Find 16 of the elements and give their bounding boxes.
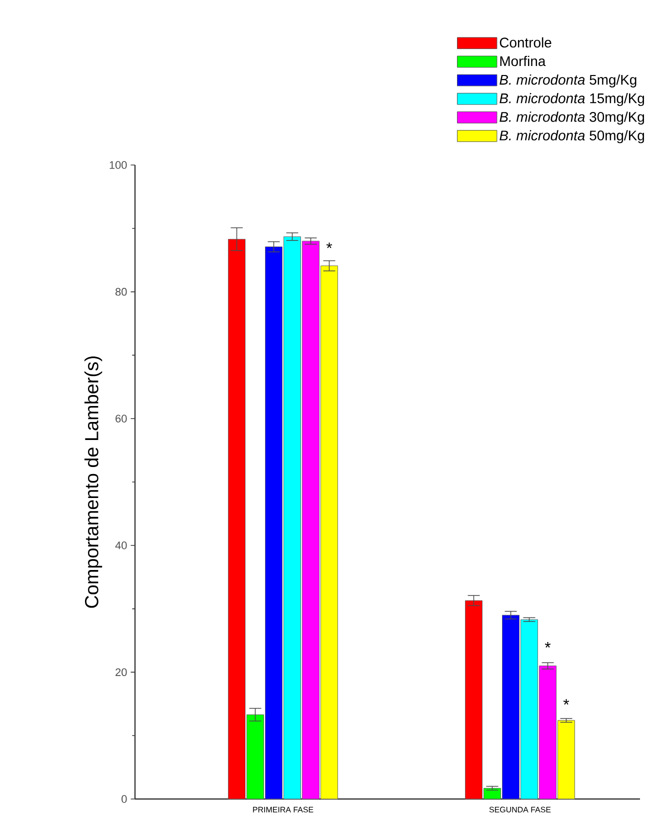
- y-tick-label: 100: [110, 161, 127, 169]
- legend-label: B. microdonta 15mg/Kg: [500, 93, 644, 106]
- y-tick-label: 40: [115, 542, 127, 550]
- legend-label: Morfina: [500, 56, 546, 66]
- legend-label: B. microdonta 30mg/Kg: [500, 112, 644, 125]
- y-axis-title: Comportamento de Lamber(s): [84, 356, 102, 608]
- y-tick-label: 20: [116, 668, 127, 676]
- annotation: *: [544, 642, 551, 648]
- annotation: *: [563, 699, 570, 705]
- annotation: *: [326, 242, 332, 248]
- legend-label: Controle: [500, 37, 552, 48]
- legend-label: B. microdonta 5mg/Kg: [500, 74, 636, 88]
- y-tick-label: 80: [116, 288, 127, 296]
- y-tick-label: 0: [122, 795, 127, 803]
- legend-label: B. microdonta 50mg/Kg: [500, 130, 644, 144]
- y-tick-label: 60: [116, 414, 127, 422]
